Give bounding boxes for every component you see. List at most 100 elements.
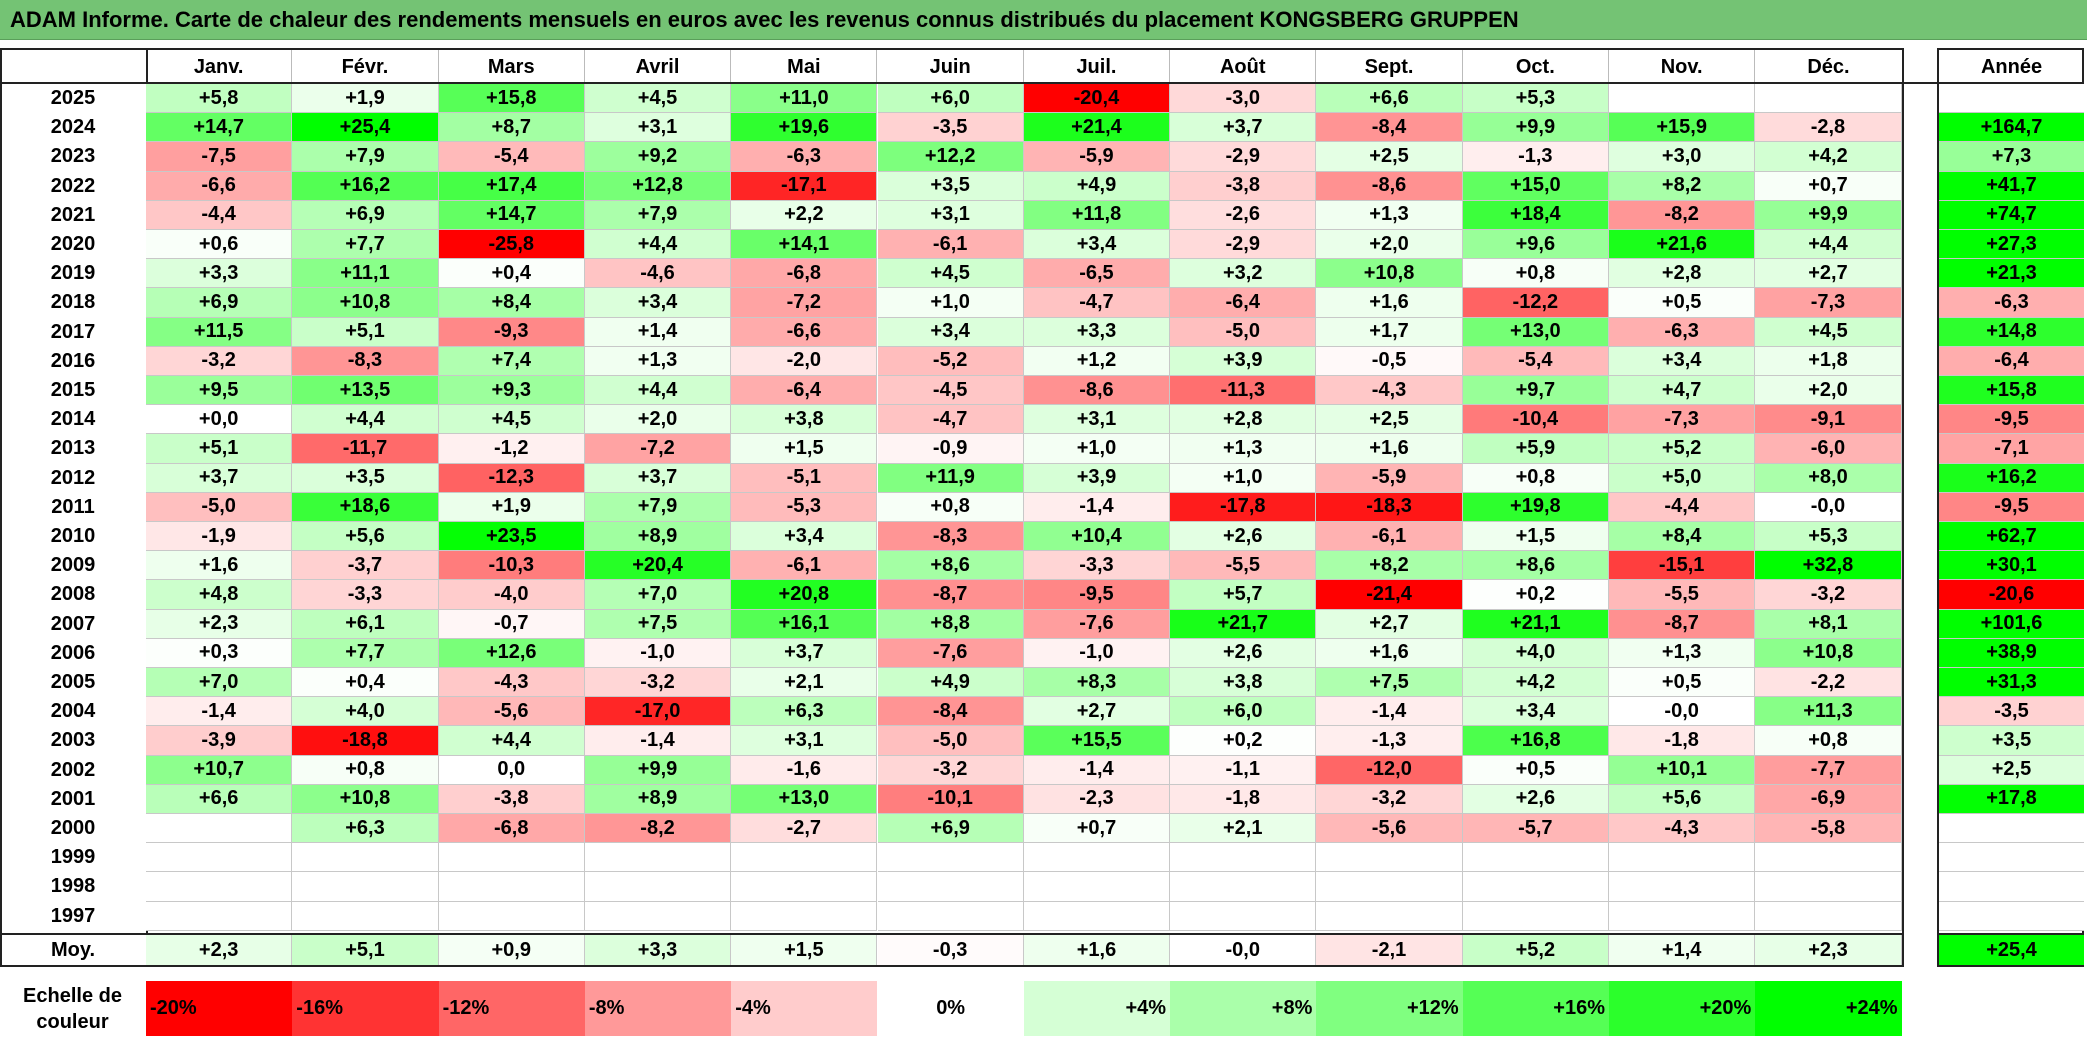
annual-cell: +41,7 xyxy=(1939,171,2084,201)
annual-cell: -9,5 xyxy=(1939,492,2084,522)
annual-cell: -9,5 xyxy=(1939,405,2084,435)
heatmap-cell: +2,8 xyxy=(1170,405,1317,435)
year-label: 1999 xyxy=(50,846,96,869)
heatmap-cell: +2,5 xyxy=(1316,405,1463,435)
heatmap-cell xyxy=(584,843,732,873)
heatmap-cell: +15,9 xyxy=(1609,113,1756,143)
year-label: 2016 xyxy=(50,349,96,372)
color-scale-stop: +20% xyxy=(1609,981,1756,1036)
heatmap-cell: +4,0 xyxy=(292,697,439,727)
heatmap-cell: -0,0 xyxy=(1755,492,1902,522)
heatmap-cell: -17,1 xyxy=(731,171,878,201)
year-label: 2009 xyxy=(50,554,96,577)
heatmap-cell: +11,5 xyxy=(146,317,293,347)
heatmap-cell: +16,2 xyxy=(292,171,439,201)
heatmap-cell: +10,8 xyxy=(292,288,439,318)
heatmap-cell: -1,4 xyxy=(1023,492,1171,522)
year-label: 2013 xyxy=(50,437,96,460)
heatmap-cell: -9,1 xyxy=(1755,405,1902,435)
heatmap-cell: -1,4 xyxy=(146,697,293,727)
annual-cell xyxy=(1939,872,2084,902)
annual-cell: +16,2 xyxy=(1939,463,2084,493)
heatmap-cell: +3,3 xyxy=(146,259,293,289)
heatmap-cell: +4,2 xyxy=(1755,142,1902,172)
heatmap-cell: +5,6 xyxy=(1609,784,1756,814)
heatmap-cell xyxy=(438,843,585,873)
heatmap-cell: -1,3 xyxy=(1316,726,1463,756)
heatmap-cell: +4,4 xyxy=(438,726,585,756)
heatmap-cell: +5,3 xyxy=(1755,522,1902,552)
column-header: Août xyxy=(1170,50,1317,84)
heatmap-cell: +8,9 xyxy=(584,784,732,814)
heatmap-cell: +3,1 xyxy=(731,726,878,756)
heatmap-cell: -7,6 xyxy=(1023,609,1171,639)
heatmap-cell: -5,6 xyxy=(1316,814,1463,844)
heatmap-cell: +3,4 xyxy=(1023,230,1171,260)
heatmap-cell xyxy=(1170,901,1317,931)
heatmap-cell: +2,7 xyxy=(1316,609,1463,639)
heatmap-cell: +1,8 xyxy=(1755,346,1902,376)
year-label: 2003 xyxy=(50,729,96,752)
heatmap-cell: -11,7 xyxy=(292,434,439,464)
heatmap-cell: -1,3 xyxy=(1462,142,1609,172)
column-header: Janv. xyxy=(146,50,293,84)
heatmap-cell: -8,7 xyxy=(877,580,1024,610)
heatmap-cell: -1,4 xyxy=(584,726,732,756)
heatmap-cell: +0,5 xyxy=(1462,755,1609,785)
heatmap-cell: +0,8 xyxy=(1755,726,1902,756)
heatmap-cell: -18,8 xyxy=(292,726,439,756)
heatmap-cell: +7,9 xyxy=(292,142,439,172)
heatmap-cell xyxy=(292,901,439,931)
heatmap-cell: +20,4 xyxy=(584,551,732,581)
heatmap-cell: -3,5 xyxy=(877,113,1024,143)
heatmap-cell: -5,0 xyxy=(146,492,293,522)
heatmap-cell: +0,3 xyxy=(146,638,293,668)
heatmap-cell: +0,2 xyxy=(1462,580,1609,610)
heatmap-cell: -4,6 xyxy=(584,259,732,289)
heatmap-cell: +4,4 xyxy=(584,230,732,260)
heatmap-cell: -9,5 xyxy=(1023,580,1171,610)
heatmap-cell: -6,8 xyxy=(438,814,585,844)
heatmap-cell: -7,7 xyxy=(1755,755,1902,785)
heatmap-cell: +3,7 xyxy=(1170,113,1317,143)
heatmap-cell: +0,5 xyxy=(1609,288,1756,318)
year-label: 2019 xyxy=(50,262,96,285)
heatmap-cell: +7,7 xyxy=(292,230,439,260)
heatmap-cell: +32,8 xyxy=(1755,551,1902,581)
heatmap-cell: -18,3 xyxy=(1316,492,1463,522)
average-cell: +1,5 xyxy=(731,935,878,965)
heatmap-cell: -1,9 xyxy=(146,522,293,552)
heatmap-cell: +3,5 xyxy=(292,463,439,493)
color-scale-stop: -4% xyxy=(731,981,878,1036)
heatmap-cell: +9,9 xyxy=(584,755,732,785)
heatmap-cell: -3,8 xyxy=(1170,171,1317,201)
year-label: 2022 xyxy=(50,174,96,197)
heatmap-cell xyxy=(584,872,732,902)
heatmap-cell: +1,3 xyxy=(1609,638,1756,668)
average-cell: +5,2 xyxy=(1462,935,1609,965)
heatmap-cell: -1,8 xyxy=(1170,784,1317,814)
annual-cell: +2,5 xyxy=(1939,755,2084,785)
average-cell: +5,1 xyxy=(292,935,439,965)
heatmap-cell: +9,3 xyxy=(438,376,585,406)
heatmap-cell xyxy=(1755,901,1902,931)
heatmap-cell: +3,4 xyxy=(1462,697,1609,727)
heatmap-cell: -6,6 xyxy=(731,317,878,347)
heatmap-cell: -4,3 xyxy=(438,668,585,698)
column-header: Févr. xyxy=(292,50,439,84)
heatmap-cell xyxy=(1609,872,1756,902)
heatmap-cell: +5,1 xyxy=(146,434,293,464)
heatmap-cell: +3,7 xyxy=(146,463,293,493)
column-header: Oct. xyxy=(1463,50,1609,84)
heatmap-cell: +12,8 xyxy=(584,171,732,201)
heatmap-cell: +0,4 xyxy=(292,668,439,698)
heatmap-cell: -1,6 xyxy=(731,755,878,785)
color-scale-stop: -8% xyxy=(584,981,732,1036)
heatmap-cell xyxy=(1755,84,1902,114)
heatmap-cell: -15,1 xyxy=(1609,551,1756,581)
heatmap-cell: -1,8 xyxy=(1609,726,1756,756)
heatmap-cell: +11,1 xyxy=(292,259,439,289)
heatmap-cell: +2,6 xyxy=(1462,784,1609,814)
heatmap-cell: +8,2 xyxy=(1316,551,1463,581)
heatmap-cell: +15,5 xyxy=(1023,726,1171,756)
